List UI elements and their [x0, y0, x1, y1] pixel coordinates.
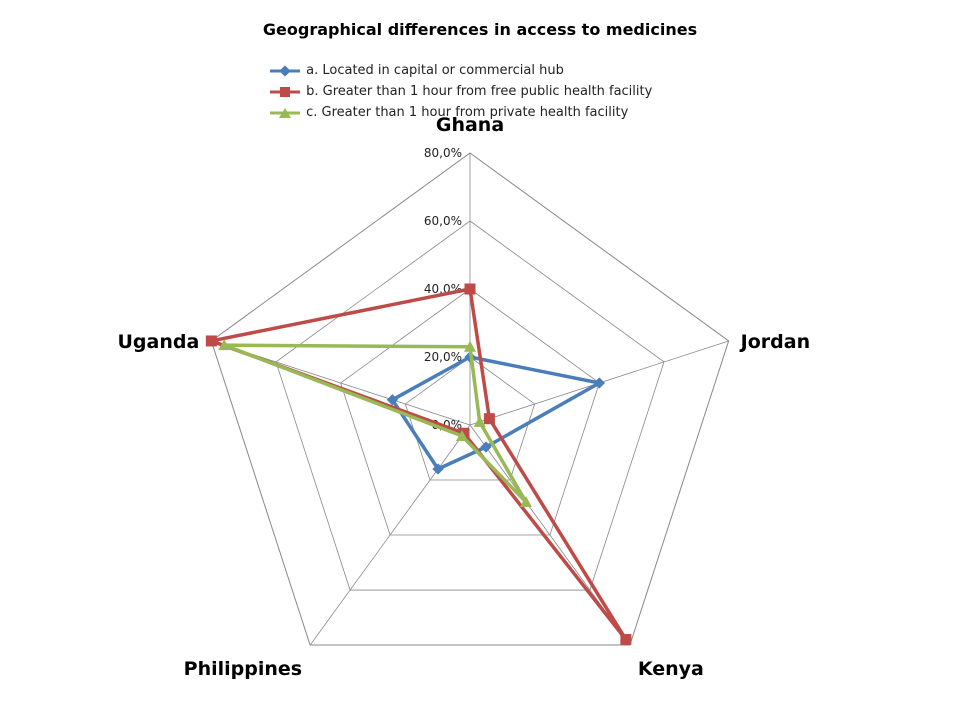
- series-a: [386, 351, 606, 475]
- data-point: [218, 339, 231, 351]
- grid-ring: [340, 288, 600, 536]
- data-point: [519, 496, 532, 508]
- category-label-philippines: Philippines: [184, 658, 302, 680]
- data-point: [593, 377, 606, 389]
- legend-key-a: [270, 64, 300, 77]
- legend-key-b: [270, 86, 300, 97]
- legend-label-c: c. Greater than 1 hour from private heal…: [306, 105, 629, 120]
- series-line: [390, 355, 602, 471]
- tick-label: 60,0%: [424, 214, 462, 228]
- legend-entry-c: c. Greater than 1 hour from private heal…: [270, 102, 652, 123]
- category-label-jordan: Jordan: [739, 331, 810, 353]
- data-point: [432, 463, 444, 475]
- series-b: [205, 283, 632, 646]
- data-point: [205, 335, 217, 347]
- data-point: [464, 283, 476, 295]
- legend: a. Located in capital or commercial hub …: [270, 60, 652, 123]
- data-point: [458, 427, 470, 439]
- legend-entry-a: a. Located in capital or commercial hub: [270, 60, 652, 81]
- series-line: [209, 287, 628, 642]
- data-point: [473, 415, 486, 427]
- data-point: [464, 340, 476, 352]
- grid-ring: [404, 356, 536, 481]
- category-label-uganda: Uganda: [118, 331, 200, 353]
- data-point: [456, 430, 469, 442]
- axis-spoke: [309, 424, 471, 646]
- grid-ring: [275, 220, 665, 591]
- data-point: [620, 634, 632, 646]
- legend-key-c: [270, 107, 300, 118]
- data-point: [386, 394, 399, 406]
- data-point: [483, 413, 495, 425]
- legend-label-b: b. Greater than 1 hour from free public …: [306, 84, 653, 99]
- category-label-ghana: Ghana: [436, 114, 504, 136]
- tick-label: 20,0%: [424, 350, 462, 364]
- series-line: [222, 343, 528, 504]
- tick-label: 80,0%: [424, 146, 462, 160]
- legend-label-a: a. Located in capital or commercial hub: [306, 63, 564, 78]
- grid-ring: [210, 152, 730, 646]
- data-point: [480, 441, 492, 453]
- chart-title: Geographical differences in access to me…: [262, 20, 698, 39]
- legend-entry-b: b. Greater than 1 hour from free public …: [270, 81, 652, 102]
- category-label-kenya: Kenya: [638, 658, 704, 680]
- series-c: [218, 339, 532, 508]
